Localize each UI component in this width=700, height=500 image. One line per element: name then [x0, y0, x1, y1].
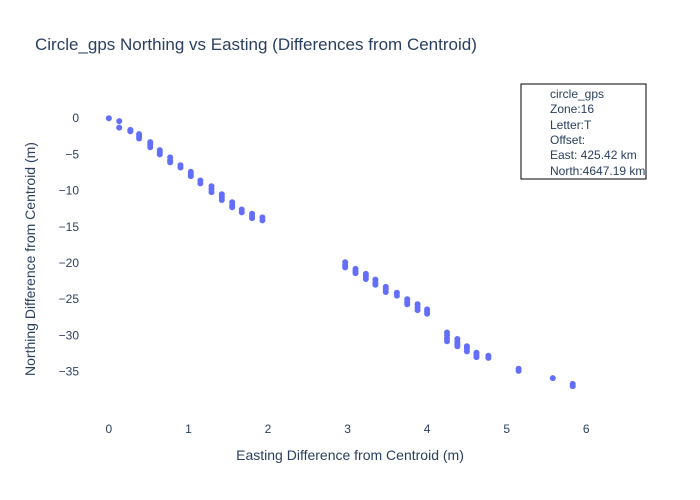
- data-point[interactable]: [473, 354, 480, 361]
- x-axis-ticks: 0 1 2 3 4 5 6: [106, 422, 590, 436]
- data-point[interactable]: [208, 189, 215, 196]
- data-point[interactable]: [362, 275, 369, 282]
- data-point[interactable]: [454, 343, 461, 350]
- data-point[interactable]: [342, 264, 349, 271]
- legend-east: East: 425.42 km: [550, 148, 637, 162]
- x-tick-label: 2: [265, 422, 272, 436]
- data-point[interactable]: [372, 281, 379, 288]
- data-point[interactable]: [187, 173, 194, 180]
- data-point[interactable]: [229, 204, 236, 211]
- legend-box: [520, 83, 647, 180]
- y-axis-ticks: 0 −5 −10 −15 −20 −25 −30 −35: [59, 111, 80, 378]
- y-tick-label: −30: [59, 328, 80, 342]
- x-axis-title: Easting Difference from Centroid (m): [236, 447, 464, 463]
- legend-letter: Letter:T: [550, 118, 592, 132]
- y-tick-label: 0: [72, 111, 79, 125]
- data-point[interactable]: [156, 151, 163, 158]
- data-point[interactable]: [136, 135, 143, 142]
- x-tick-label: 6: [583, 422, 590, 436]
- legend-offset: Offset:: [550, 133, 585, 147]
- legend[interactable]: circle_gps Zone:16 Letter:T Offset: East…: [520, 83, 647, 180]
- data-point[interactable]: [127, 128, 134, 135]
- legend-item-circle-gps[interactable]: circle_gps: [550, 87, 604, 101]
- data-point[interactable]: [116, 118, 123, 125]
- data-point[interactable]: [105, 115, 112, 122]
- chart-title: Circle_gps Northing vs Easting (Differen…: [35, 35, 477, 54]
- data-point[interactable]: [515, 367, 522, 374]
- data-point[interactable]: [218, 197, 225, 204]
- data-point[interactable]: [414, 307, 421, 314]
- data-point[interactable]: [569, 383, 576, 390]
- data-point[interactable]: [444, 338, 451, 345]
- y-tick-label: −5: [65, 147, 79, 161]
- data-point[interactable]: [177, 164, 184, 171]
- x-tick-label: 1: [185, 422, 192, 436]
- y-tick-label: −35: [59, 365, 80, 379]
- legend-north: North:4647.19 km: [550, 164, 645, 178]
- data-point[interactable]: [424, 310, 431, 317]
- data-point[interactable]: [352, 270, 359, 277]
- x-tick-label: 3: [344, 422, 351, 436]
- y-tick-label: −25: [59, 292, 80, 306]
- data-point[interactable]: [197, 180, 204, 187]
- y-tick-label: −15: [59, 220, 80, 234]
- x-tick-label: 4: [424, 422, 431, 436]
- data-point[interactable]: [116, 124, 123, 131]
- data-point[interactable]: [393, 292, 400, 299]
- data-point[interactable]: [463, 348, 470, 355]
- x-tick-label: 5: [503, 422, 510, 436]
- data-point[interactable]: [404, 301, 411, 308]
- data-point[interactable]: [382, 288, 389, 295]
- scatter-points: [105, 115, 576, 390]
- data-point[interactable]: [259, 217, 266, 224]
- y-axis-title: Northing Difference from Centroid (m): [22, 142, 38, 376]
- data-point[interactable]: [238, 209, 245, 216]
- data-point[interactable]: [485, 354, 492, 361]
- legend-zone: Zone:16: [550, 102, 594, 116]
- data-point[interactable]: [147, 144, 154, 151]
- data-point[interactable]: [549, 375, 556, 382]
- y-tick-label: −20: [59, 256, 80, 270]
- data-point[interactable]: [249, 215, 256, 222]
- data-point[interactable]: [167, 159, 174, 166]
- y-tick-label: −10: [59, 184, 80, 198]
- x-tick-label: 0: [106, 422, 113, 436]
